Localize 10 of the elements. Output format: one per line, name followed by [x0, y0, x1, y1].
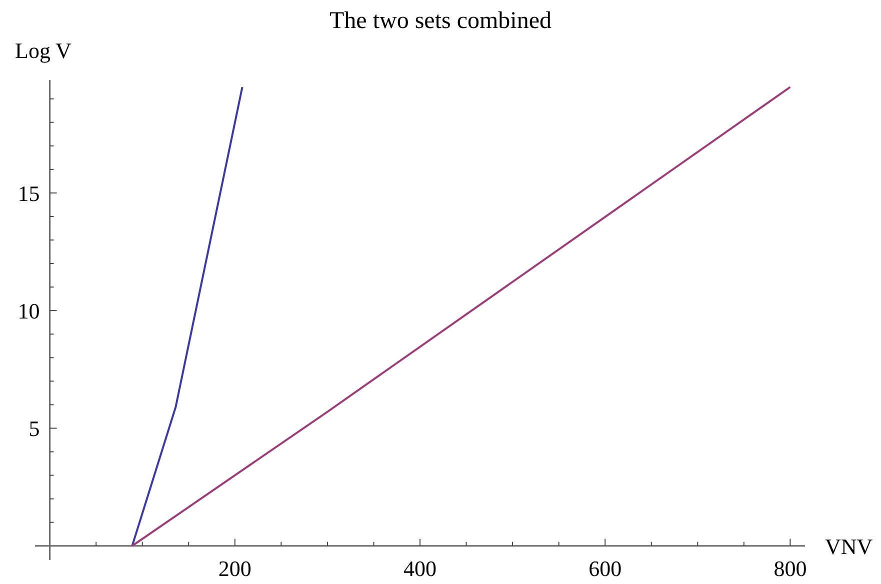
chart-title: The two sets combined — [330, 8, 552, 34]
y-tick-label: 15 — [18, 180, 40, 206]
y-tick-label: 10 — [18, 298, 40, 324]
y-tick-label: 5 — [28, 416, 40, 442]
y-axis-title: Log V — [15, 38, 72, 63]
x-tick-label: 200 — [218, 556, 252, 581]
x-tick-label: 800 — [774, 556, 807, 581]
x-axis-title: VNV — [825, 534, 873, 559]
x-tick-label: 600 — [588, 556, 622, 581]
x-tick-label: 400 — [404, 556, 436, 581]
